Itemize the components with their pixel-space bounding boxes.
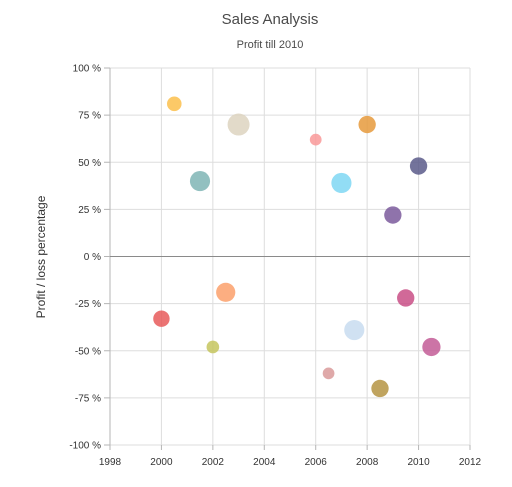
- bubble-point[interactable]: [216, 282, 236, 302]
- bubble-point[interactable]: [422, 337, 441, 357]
- y-tick-label: 0 %: [84, 252, 101, 263]
- y-tick-label: -25 %: [75, 299, 101, 310]
- bubble-point[interactable]: [322, 367, 335, 380]
- bubble-point[interactable]: [397, 289, 415, 307]
- bubble-point[interactable]: [384, 206, 402, 224]
- bubble-point[interactable]: [409, 157, 428, 175]
- x-tick-label: 2004: [253, 457, 276, 468]
- bubble-point[interactable]: [153, 310, 170, 327]
- x-tick-label: 2008: [356, 457, 379, 468]
- bubble-point[interactable]: [331, 172, 352, 194]
- axes: [104, 67, 471, 450]
- y-tick-label: 100 %: [73, 64, 101, 75]
- x-tick-label: 2012: [459, 457, 482, 468]
- chart-subtitle: Profit till 2010: [237, 39, 304, 51]
- y-tick-label: -75 %: [75, 393, 101, 404]
- bubble-point[interactable]: [189, 171, 211, 192]
- tick-labels: 1998 2000 2002 2004 2006 2008 2010 2012 100 % 75 …: [69, 64, 481, 469]
- bubble-point[interactable]: [167, 96, 182, 112]
- x-tick-label: 1998: [99, 457, 122, 468]
- y-tick-label: 50 %: [78, 158, 101, 169]
- bubbles: [153, 96, 441, 398]
- y-tick-label: 75 %: [78, 111, 101, 122]
- y-tick-label: -50 %: [75, 346, 101, 357]
- bubble-point[interactable]: [227, 113, 250, 136]
- bubble-point[interactable]: [309, 133, 322, 146]
- y-tick-label: 25 %: [78, 205, 101, 216]
- bubble-point[interactable]: [371, 379, 389, 398]
- x-tick-label: 2010: [407, 457, 430, 468]
- x-tick-label: 2002: [202, 457, 225, 468]
- y-tick-label: -100 %: [69, 441, 101, 452]
- bubble-point[interactable]: [206, 340, 220, 354]
- chart-title: Sales Analysis: [222, 11, 319, 28]
- y-axis-label: Profit / loss percentage: [34, 195, 48, 318]
- x-tick-label: 2000: [150, 457, 173, 468]
- bubble-point[interactable]: [358, 115, 376, 134]
- bubble-point[interactable]: [344, 319, 365, 341]
- x-tick-label: 2006: [305, 457, 328, 468]
